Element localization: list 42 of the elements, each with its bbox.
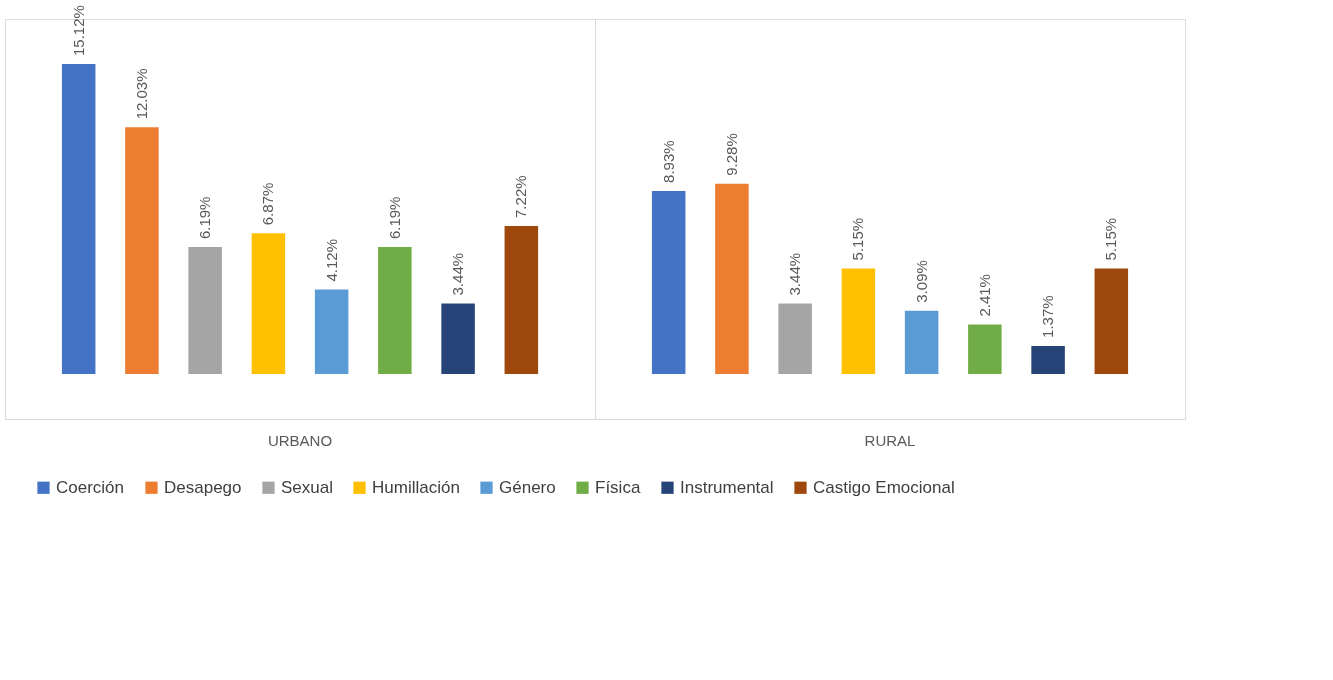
legend-label: Humillación <box>372 477 460 497</box>
data-label: 7.22% <box>512 175 530 218</box>
legend-label: Castigo Emocional <box>813 477 955 497</box>
bar <box>125 127 159 374</box>
bar <box>251 233 286 374</box>
x-tick-label: RURAL <box>864 431 916 449</box>
bar <box>441 303 475 374</box>
bar <box>968 324 1002 374</box>
legend-label: Coerción <box>56 477 125 497</box>
data-label: 6.87% <box>259 182 277 226</box>
data-label: 3.44% <box>786 252 804 296</box>
bar <box>651 190 686 374</box>
data-label: 6.19% <box>385 196 403 240</box>
bar <box>504 225 539 374</box>
bar <box>778 303 812 374</box>
data-label: 12.03% <box>132 68 150 120</box>
bar <box>904 310 939 374</box>
bar <box>841 268 876 374</box>
data-label: 6.19% <box>196 196 214 240</box>
legend-label: Instrumental <box>680 477 774 497</box>
legend-label: Género <box>499 477 556 497</box>
bar <box>188 247 222 374</box>
data-label: 2.41% <box>975 274 993 317</box>
legend-label: Sexual <box>281 477 333 497</box>
bar <box>715 183 749 374</box>
legend-label: Física <box>595 477 641 497</box>
x-tick-label: URBANO <box>267 431 333 449</box>
bar <box>1031 345 1065 374</box>
data-label: 9.28% <box>722 133 740 176</box>
data-label: 3.09% <box>912 260 930 303</box>
bar <box>1094 268 1129 374</box>
data-label: 1.37% <box>1039 295 1057 338</box>
data-label: 15.12% <box>69 5 87 56</box>
bar <box>61 64 96 374</box>
data-label: 5.15% <box>849 217 867 261</box>
bar <box>314 289 349 374</box>
data-label: 4.12% <box>322 238 340 282</box>
data-label: 3.44% <box>449 252 467 296</box>
bar <box>378 247 412 374</box>
data-label: 5.15% <box>1102 217 1120 261</box>
data-label: 8.93% <box>659 140 677 183</box>
legend-label: Desapego <box>164 477 242 497</box>
